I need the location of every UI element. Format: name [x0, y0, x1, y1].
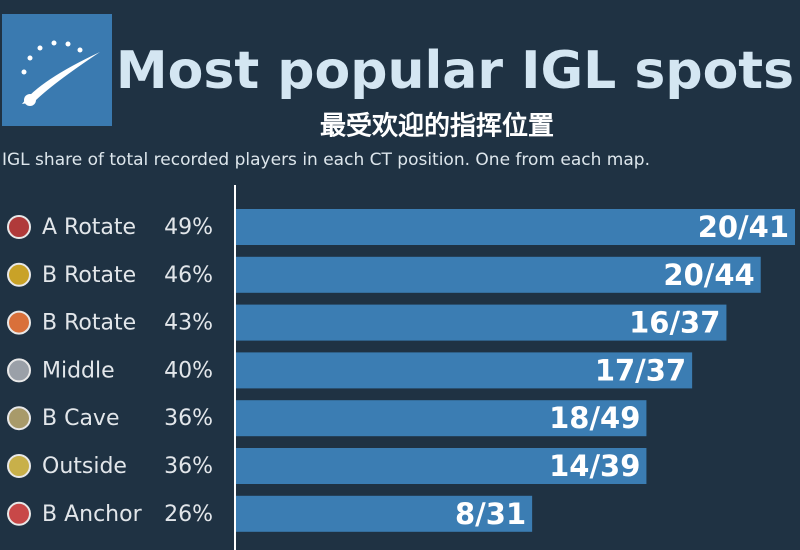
logo — [2, 14, 112, 126]
value-label: 46% — [164, 263, 213, 288]
map-icon — [7, 501, 31, 526]
value-label: 26% — [164, 502, 213, 527]
bar-label: 16/37 — [629, 306, 720, 340]
category-label: B Cave — [42, 406, 119, 431]
bar — [236, 448, 647, 484]
map-icon — [7, 406, 31, 431]
category-label: B Rotate — [42, 311, 136, 336]
bar — [236, 256, 761, 293]
bar-label: 20/41 — [698, 210, 789, 244]
category-label: B Rotate — [42, 263, 136, 288]
map-icon — [7, 262, 31, 287]
value-label: 36% — [164, 406, 213, 431]
bar-label: 20/44 — [663, 258, 754, 292]
chart-title: Most popular IGL spots — [116, 41, 794, 101]
caption: IGL share of total recorded players in e… — [2, 150, 650, 170]
bar — [236, 495, 533, 532]
category-label: A Rotate — [42, 215, 136, 240]
bar-label: 8/31 — [455, 497, 526, 531]
map-icon — [7, 454, 31, 478]
value-label: 40% — [164, 358, 213, 383]
chart-subtitle: 最受欢迎的指挥位置 — [320, 111, 554, 142]
bar-label: 18/49 — [549, 401, 640, 435]
bar — [236, 400, 647, 437]
bar-label: 17/37 — [595, 353, 686, 387]
bar — [236, 209, 795, 245]
category-label: Outside — [42, 454, 127, 479]
value-label: 43% — [164, 311, 213, 336]
category-label: B Anchor — [42, 502, 143, 527]
map-icon — [7, 215, 31, 239]
bar — [236, 352, 693, 389]
value-label: 49% — [164, 215, 213, 240]
map-icon — [7, 310, 31, 335]
bar — [236, 304, 727, 341]
category-label: Middle — [42, 358, 115, 383]
bar-label: 14/39 — [549, 449, 640, 483]
value-label: 36% — [164, 454, 213, 479]
map-icon — [7, 358, 31, 383]
